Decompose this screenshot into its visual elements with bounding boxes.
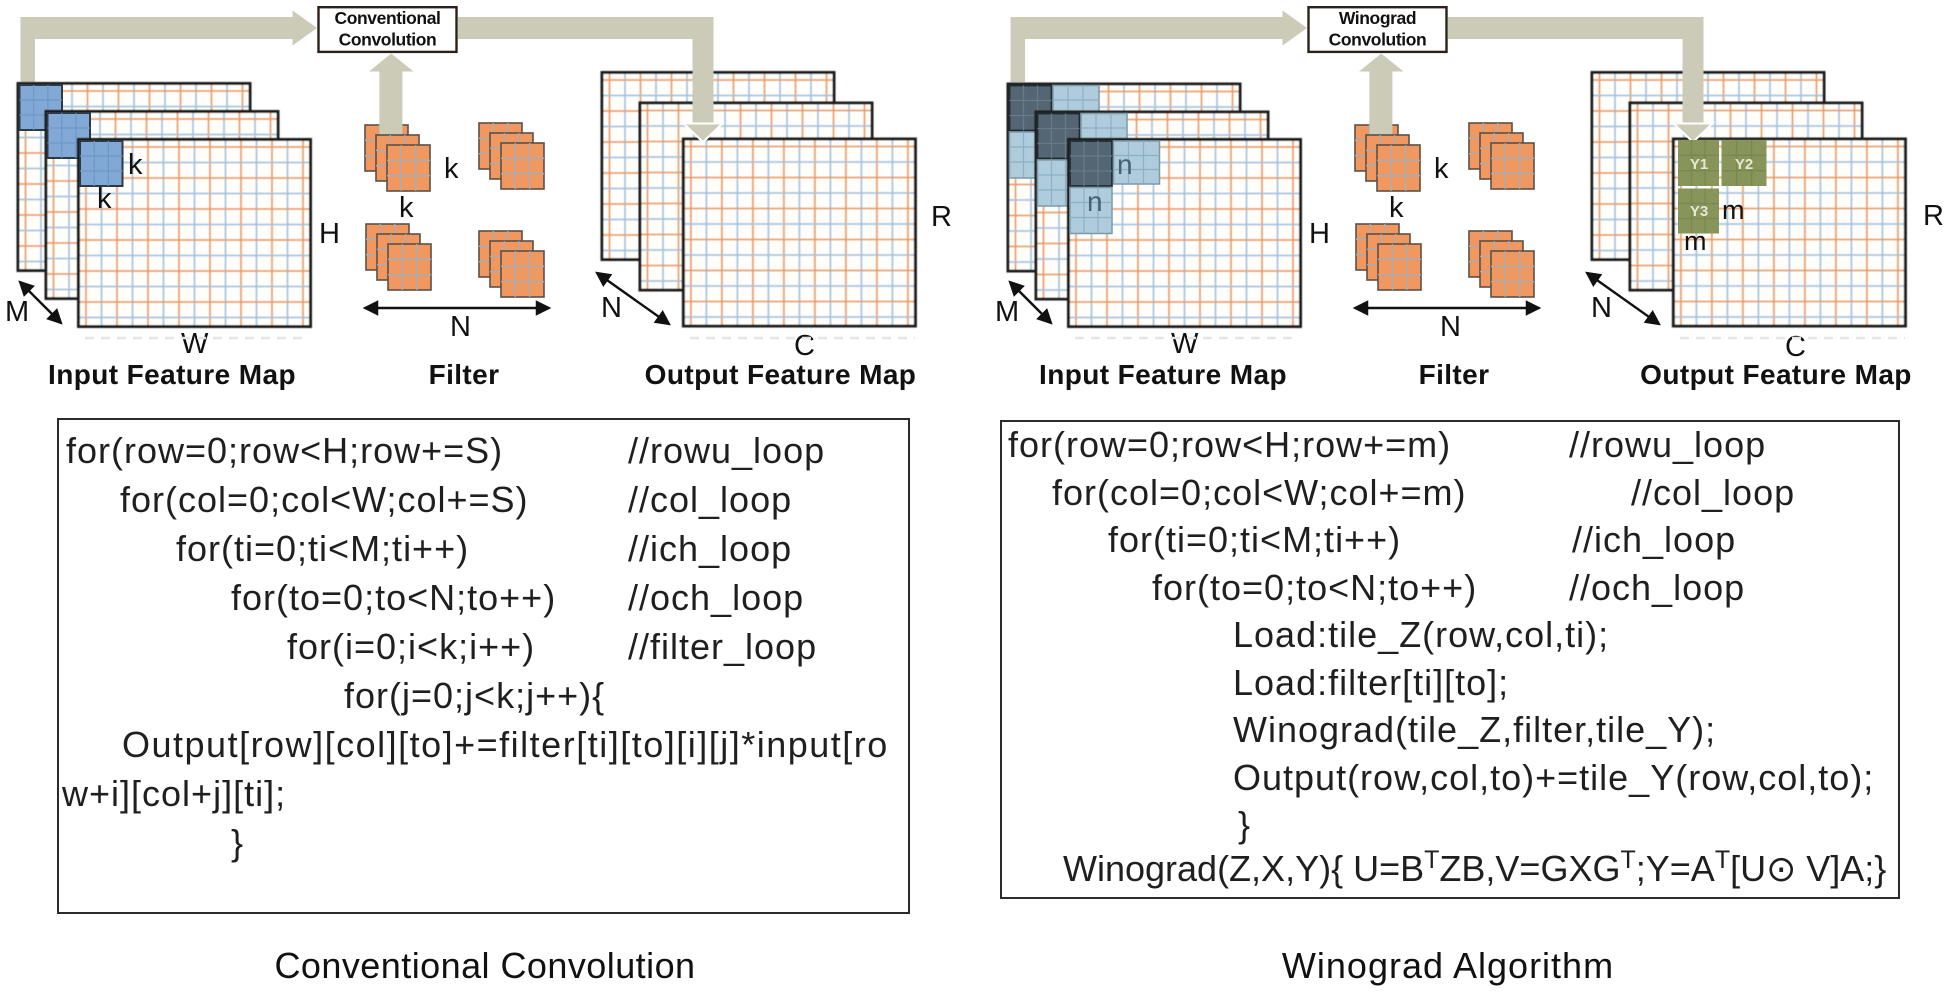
svg-text:Output Feature Map: Output Feature Map [1640, 359, 1912, 390]
svg-text:for(to=0;to<N;to++): for(to=0;to<N;to++) [1152, 567, 1477, 608]
svg-text:N: N [1440, 311, 1461, 343]
svg-text:Winograd(Z,X,Y){ U=BTZB,V=GXGT: Winograd(Z,X,Y){ U=BTZB,V=GXGT;Y=AT[U⊙ V… [1063, 846, 1886, 889]
svg-text:Output(row,col,to)+=tile_Y(row: Output(row,col,to)+=tile_Y(row,col,to); [1233, 757, 1874, 798]
svg-text:Filter: Filter [1419, 359, 1490, 390]
svg-text:k: k [1434, 153, 1449, 185]
svg-text://och_loop: //och_loop [1569, 567, 1745, 608]
svg-text:n: n [1087, 186, 1103, 217]
svg-text:for(ti=0;ti<M;ti++): for(ti=0;ti<M;ti++) [176, 528, 469, 569]
svg-text:Input Feature Map: Input Feature Map [1039, 359, 1287, 390]
svg-text:N: N [1591, 292, 1612, 324]
svg-text:C: C [794, 330, 815, 362]
svg-text:k: k [1389, 192, 1404, 224]
svg-text://filter_loop: //filter_loop [628, 626, 817, 667]
svg-text:for(to=0;to<N;to++): for(to=0;to<N;to++) [231, 577, 556, 618]
svg-text://rowu_loop: //rowu_loop [1569, 424, 1766, 465]
svg-text:Conventional Convolution: Conventional Convolution [274, 945, 695, 986]
svg-text:m: m [1684, 226, 1707, 256]
svg-text:k: k [399, 192, 414, 224]
svg-text:Winograd Algorithm: Winograd Algorithm [1282, 945, 1614, 986]
svg-text:Winograd(tile_Z,filter,tile_Y): Winograd(tile_Z,filter,tile_Y); [1233, 709, 1716, 750]
svg-text:H: H [1309, 218, 1330, 250]
svg-text:Conventional: Conventional [334, 8, 440, 28]
svg-text:Y1: Y1 [1690, 156, 1708, 173]
svg-text:w+i][col+j][ti];: w+i][col+j][ti]; [61, 773, 286, 814]
svg-text:Winograd: Winograd [1339, 8, 1416, 28]
svg-text:Output[row][col][to]+=filter[t: Output[row][col][to]+=filter[ti][to][i][… [122, 724, 889, 765]
svg-text:for(row=0;row<H;row+=m): for(row=0;row<H;row+=m) [1008, 424, 1451, 465]
svg-text://ich_loop: //ich_loop [1572, 519, 1736, 560]
svg-text:for(col=0;col<W;col+=m): for(col=0;col<W;col+=m) [1052, 472, 1466, 513]
svg-text://col_loop: //col_loop [1631, 472, 1795, 513]
svg-text:for(ti=0;ti<M;ti++): for(ti=0;ti<M;ti++) [1108, 519, 1401, 560]
svg-text:Convolution: Convolution [1329, 30, 1427, 50]
svg-text:Y2: Y2 [1735, 156, 1753, 173]
svg-text:R: R [1923, 200, 1944, 232]
svg-text:Output Feature Map: Output Feature Map [645, 359, 917, 390]
svg-text:W: W [181, 328, 209, 360]
svg-text:k: k [128, 149, 143, 181]
svg-text:R: R [931, 201, 952, 233]
svg-text:Filter: Filter [429, 359, 500, 390]
svg-text:H: H [319, 218, 340, 250]
svg-text:for(j=0;j<k;j++){: for(j=0;j<k;j++){ [344, 675, 605, 716]
svg-text:N: N [450, 311, 471, 343]
svg-text://ich_loop: //ich_loop [628, 528, 792, 569]
svg-text:Convolution: Convolution [339, 30, 437, 50]
svg-text:k: k [97, 183, 112, 215]
svg-text:for(row=0;row<H;row+=S): for(row=0;row<H;row+=S) [66, 430, 503, 471]
svg-text://och_loop: //och_loop [628, 577, 804, 618]
svg-text:Load:tile_Z(row,col,ti);: Load:tile_Z(row,col,ti); [1233, 614, 1609, 655]
svg-text:M: M [995, 296, 1019, 328]
svg-text://rowu_loop: //rowu_loop [628, 430, 825, 471]
svg-text:for(col=0;col<W;col+=S): for(col=0;col<W;col+=S) [120, 479, 529, 520]
svg-text:Input Feature Map: Input Feature Map [48, 359, 296, 390]
svg-text:M: M [5, 296, 29, 328]
svg-text:Y3: Y3 [1690, 203, 1708, 220]
svg-text:m: m [1722, 195, 1745, 225]
svg-text:}: } [231, 822, 244, 863]
svg-text:for(i=0;i<k;i++): for(i=0;i<k;i++) [287, 626, 535, 667]
svg-text:W: W [1171, 328, 1199, 360]
svg-text://col_loop: //col_loop [628, 479, 792, 520]
svg-text:}: } [1238, 804, 1251, 845]
svg-text:n: n [1117, 149, 1133, 180]
svg-text:N: N [601, 292, 622, 324]
svg-text:Load:filter[ti][to];: Load:filter[ti][to]; [1233, 662, 1509, 703]
svg-text:k: k [444, 153, 459, 185]
